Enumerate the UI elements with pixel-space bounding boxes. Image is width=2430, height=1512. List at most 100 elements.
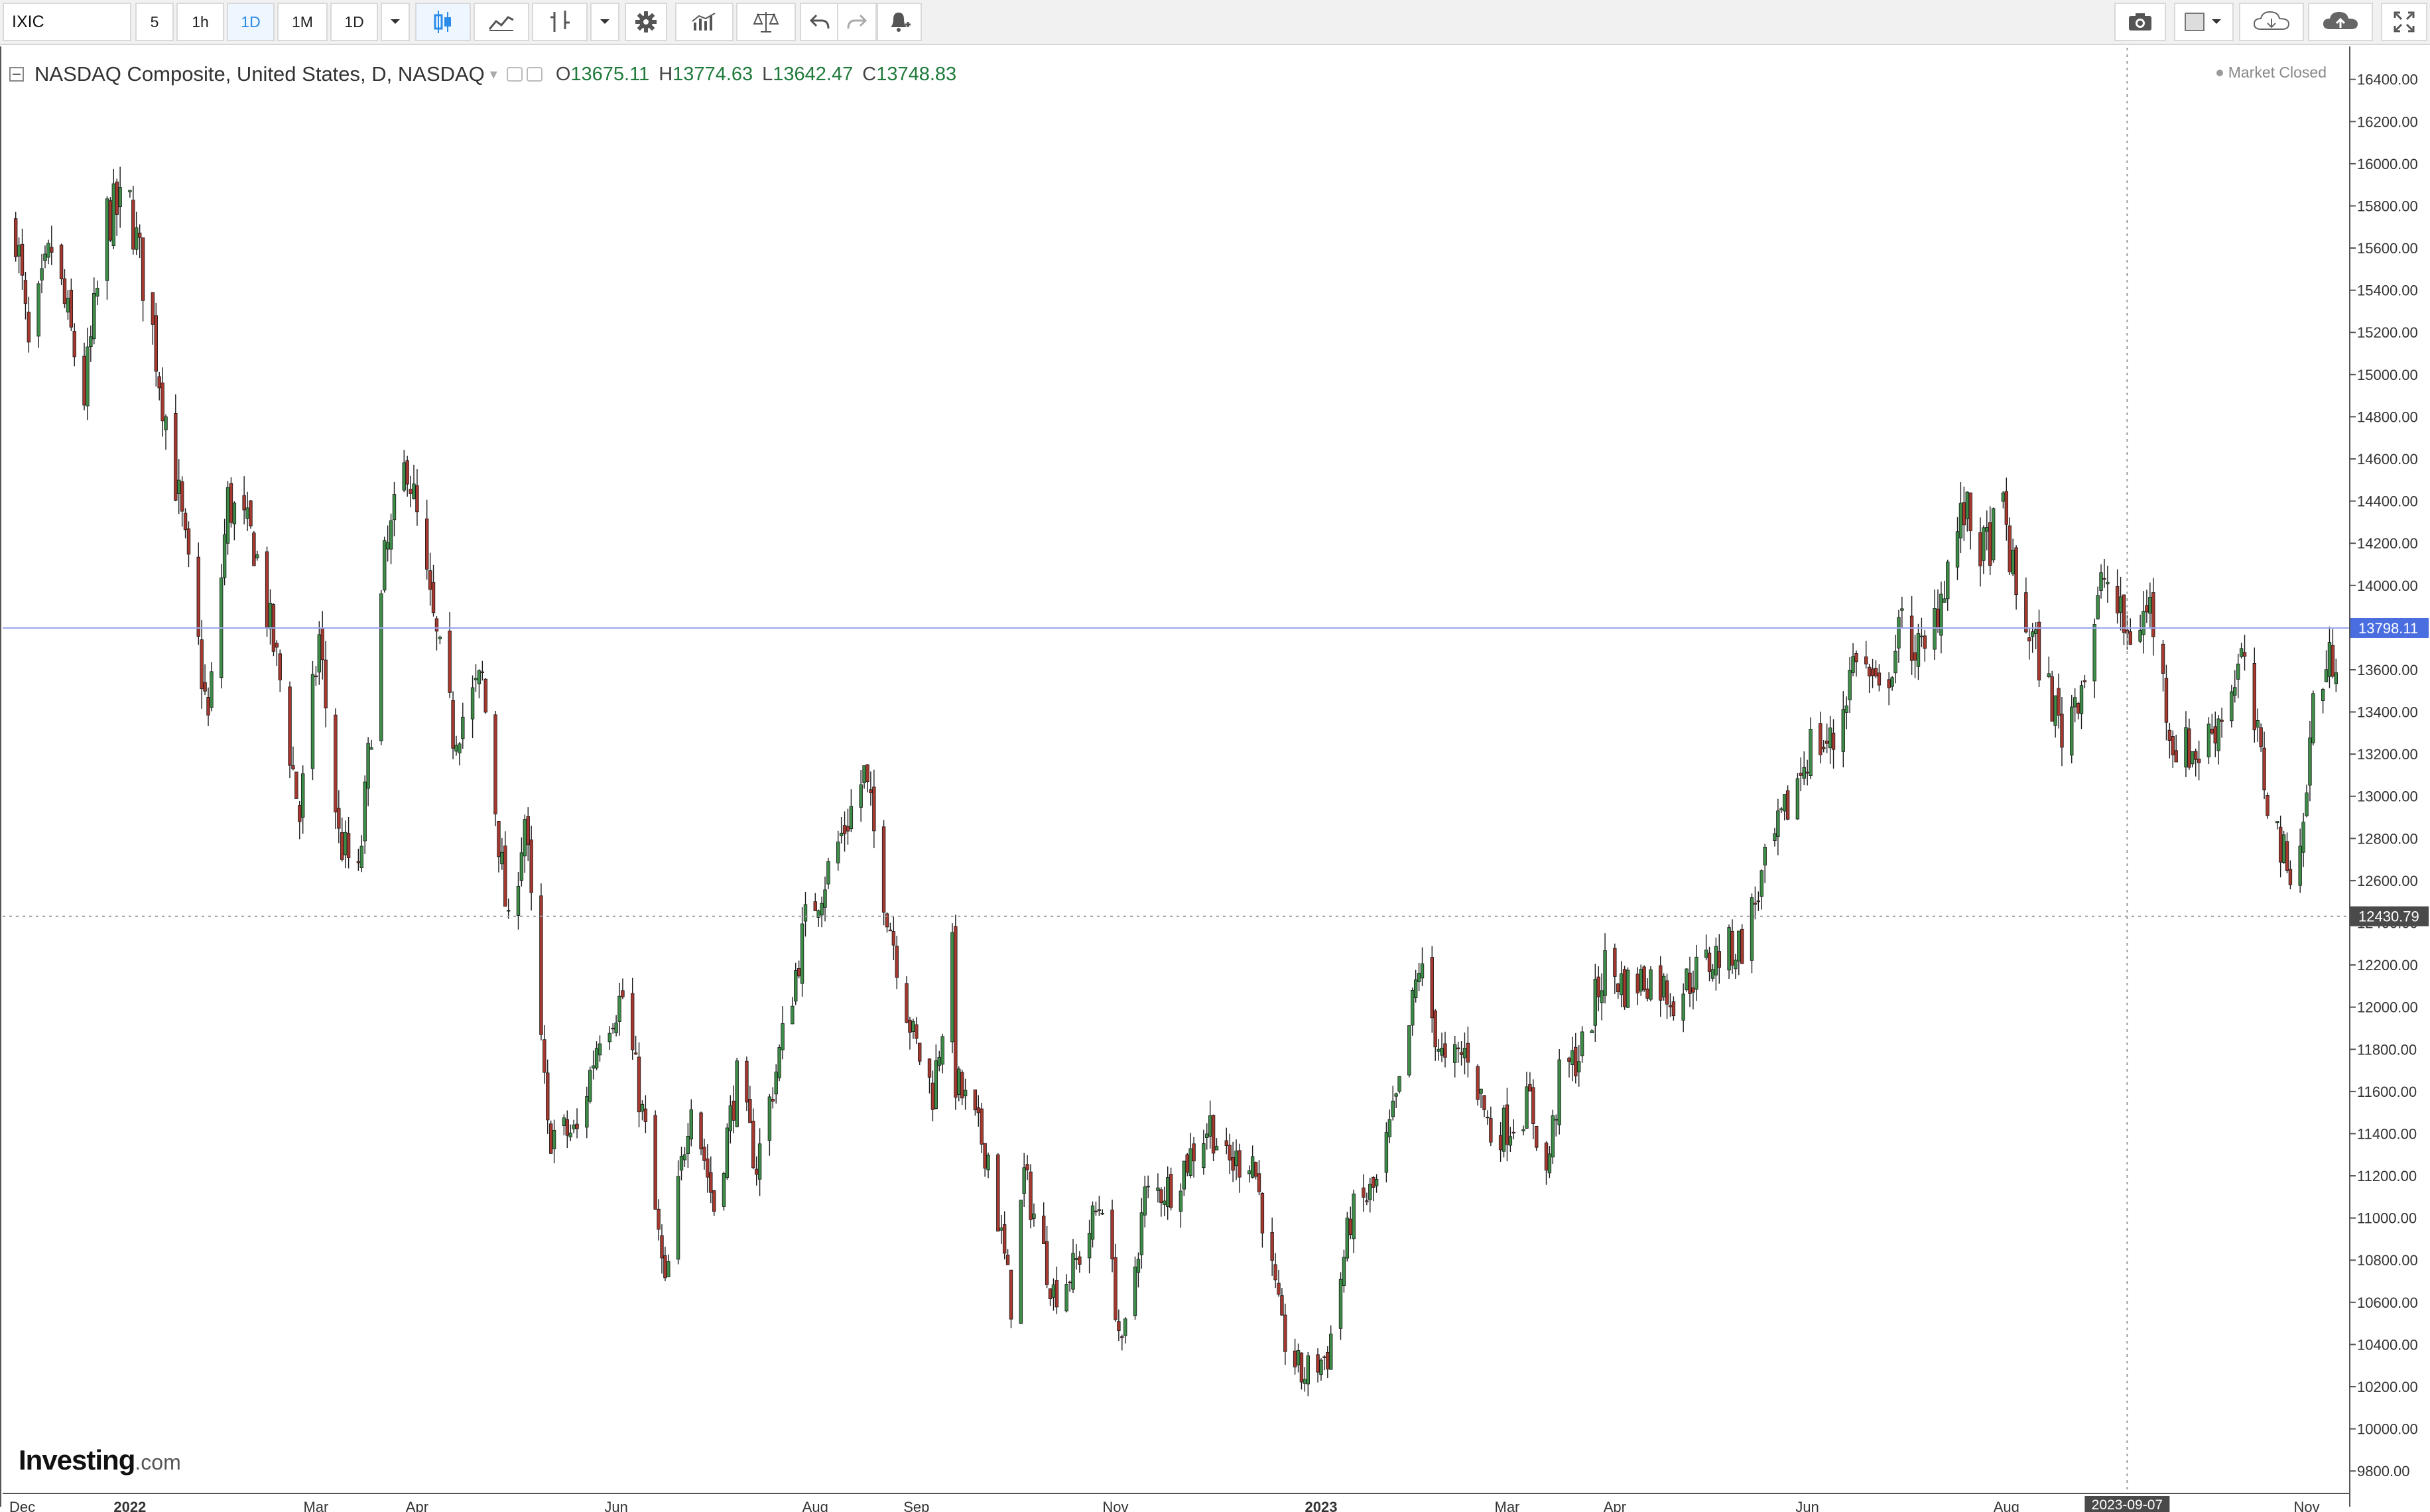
candle xyxy=(748,1086,752,1123)
fullscreen-button[interactable] xyxy=(2381,3,2427,41)
candles-button[interactable] xyxy=(415,3,471,41)
candle xyxy=(1165,1166,1170,1220)
candle xyxy=(885,912,889,933)
candle xyxy=(2194,748,2198,777)
y-tick-label: 13200.00 xyxy=(2357,746,2418,763)
visibility-icon[interactable] xyxy=(506,67,523,82)
undo-button[interactable] xyxy=(800,3,840,41)
indicators-button[interactable] xyxy=(675,3,734,41)
candle xyxy=(448,611,452,698)
candle xyxy=(2256,708,2260,742)
candle xyxy=(1596,966,1600,1011)
load-chart-button[interactable] xyxy=(2239,3,2304,41)
candle xyxy=(294,771,298,799)
candle xyxy=(2216,715,2220,765)
screenshot-button[interactable] xyxy=(2114,3,2166,41)
candle xyxy=(637,1042,641,1127)
candle xyxy=(803,892,808,937)
legend-collapse-button[interactable] xyxy=(9,67,24,82)
candle xyxy=(663,1246,667,1282)
candle xyxy=(1214,1138,1219,1151)
settings-button[interactable] xyxy=(625,3,667,41)
candle xyxy=(105,196,109,300)
candle xyxy=(1087,1220,1092,1274)
candle xyxy=(1734,954,1738,979)
crosshair-price-badge: 12430.79 xyxy=(2350,906,2429,926)
candle xyxy=(1776,798,1780,855)
chart-type-dropdown-button[interactable] xyxy=(590,3,619,41)
bar-chart-button[interactable] xyxy=(532,3,588,41)
alert-button[interactable] xyxy=(877,3,922,41)
candle xyxy=(219,564,224,689)
y-tick-label: 15400.00 xyxy=(2357,283,2418,299)
line-chart-button[interactable] xyxy=(474,3,529,41)
candle xyxy=(1619,961,1624,1008)
indicators-icon xyxy=(692,13,716,31)
chevron-down-icon[interactable]: ▾ xyxy=(489,66,497,82)
x-tick-label: Jun xyxy=(1795,1499,1819,1512)
candle xyxy=(1759,869,1763,910)
candle xyxy=(402,450,406,493)
candle xyxy=(1417,962,1421,991)
candle xyxy=(1890,676,1894,691)
candle xyxy=(2278,815,2283,878)
candle xyxy=(82,342,86,410)
candle xyxy=(548,1120,553,1154)
candle xyxy=(980,1102,984,1154)
interval-1h-button[interactable]: 1h xyxy=(176,3,224,41)
candle xyxy=(1338,1272,1343,1340)
candle xyxy=(2050,670,2054,722)
candle xyxy=(1329,1325,1333,1370)
redo-button[interactable] xyxy=(837,3,877,41)
candle xyxy=(1659,956,1663,1017)
candle xyxy=(565,1110,569,1149)
candle xyxy=(1753,886,1758,920)
candle xyxy=(562,1114,566,1135)
chart-toolbar: IXIC 5 1h 1D 1M 1D xyxy=(0,0,2430,45)
candle xyxy=(154,302,158,387)
candle xyxy=(682,1147,687,1167)
settings-small-icon[interactable] xyxy=(526,67,543,82)
candle xyxy=(1462,1032,1467,1075)
candle xyxy=(2115,569,2120,624)
interval-1m-button[interactable]: 1M xyxy=(277,3,328,41)
candle xyxy=(1296,1343,1301,1373)
interval-dropdown-button[interactable] xyxy=(381,3,410,41)
candle xyxy=(164,414,168,450)
candle xyxy=(389,513,393,564)
candle xyxy=(839,816,844,844)
compare-button[interactable] xyxy=(736,3,796,41)
candle xyxy=(523,814,527,873)
svg-text:2023-09-07: 2023-09-07 xyxy=(2092,1497,2163,1512)
candle xyxy=(1544,1141,1549,1185)
candle xyxy=(1809,717,1813,779)
candle xyxy=(252,531,256,566)
price-axis: 16400.00 16200.00 16000.00 15800.00 15600.00… xyxy=(2349,72,2429,1480)
candle xyxy=(1208,1100,1212,1149)
candle xyxy=(823,876,827,922)
y-tick-label: 15000.00 xyxy=(2357,367,2418,383)
candle xyxy=(791,997,795,1025)
y-tick-label: 13600.00 xyxy=(2357,662,2418,678)
save-chart-button[interactable] xyxy=(2308,3,2373,41)
candle xyxy=(1985,510,1989,550)
candle xyxy=(2033,622,2038,650)
candle xyxy=(1114,1243,1118,1322)
candle xyxy=(2014,545,2018,610)
candle xyxy=(1919,617,1924,647)
template-button[interactable] xyxy=(2174,3,2234,41)
y-tick-label: 12800.00 xyxy=(2357,830,2418,847)
candle xyxy=(1603,933,1607,1004)
candle xyxy=(1710,964,1715,982)
candle xyxy=(1156,1173,1160,1203)
candle xyxy=(1374,1174,1379,1193)
candle xyxy=(451,691,455,759)
candle xyxy=(826,857,830,889)
symbol-input[interactable]: IXIC xyxy=(3,3,131,41)
candle xyxy=(934,1044,938,1110)
interval-1d-button[interactable]: 1D xyxy=(227,3,275,41)
y-tick-label: 11800.00 xyxy=(2357,1041,2417,1058)
custom-interval-button[interactable]: 1D xyxy=(330,3,378,41)
interval-5-button[interactable]: 5 xyxy=(135,3,174,41)
plot-area[interactable] xyxy=(0,46,2350,1507)
